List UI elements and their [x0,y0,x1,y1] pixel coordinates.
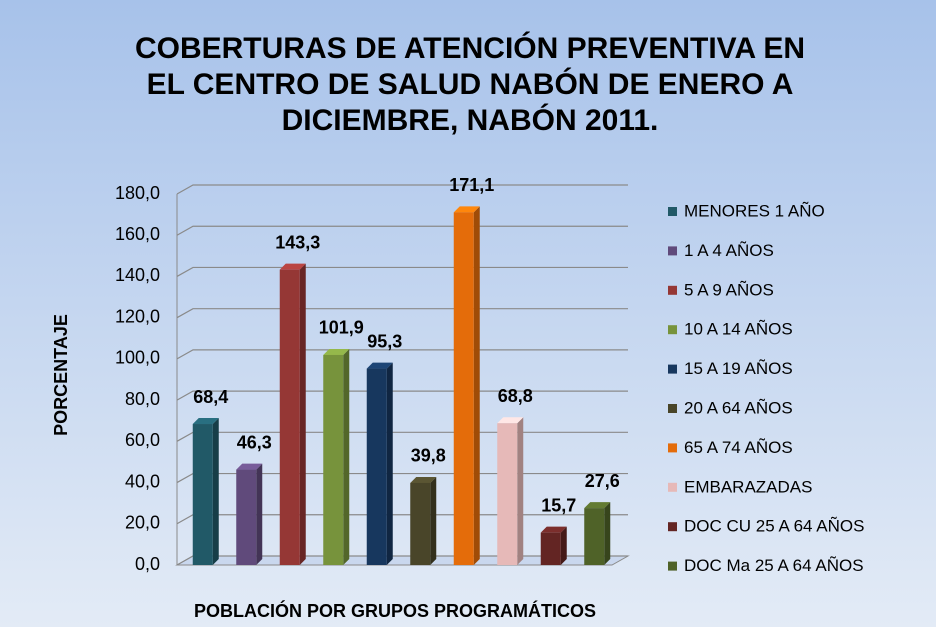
legend-swatch [668,285,677,295]
bar-top [453,206,480,213]
bar [540,532,561,565]
bar-top [584,502,611,509]
bar-top [236,463,263,470]
legend-swatch [668,561,677,571]
data-label: 68,4 [193,387,228,407]
legend-label: 15 A 19 AÑOS [684,359,793,378]
bar [236,469,257,565]
legend-swatch [668,443,677,453]
y-tick-label: 80,0 [125,389,160,409]
y-tick-label: 100,0 [115,348,160,368]
chart-title: EL CENTRO DE SALUD NABÓN DE ENERO A [147,67,794,101]
legend-label: 20 A 64 AÑOS [684,398,793,417]
data-label: 27,6 [585,471,620,491]
legend-label: 1 A 4 AÑOS [684,241,774,260]
x-axis-label: POBLACIÓN POR GRUPOS PROGRAMÁTICOS [194,600,596,621]
legend-swatch [668,404,677,413]
grid-line [176,308,628,319]
grid-line [176,184,628,195]
bar-side [343,348,350,565]
legend-label: 5 A 9 AÑOS [684,280,774,299]
legend-swatch [668,522,677,532]
chart-title: DICIEMBRE, NABÓN 2011. [282,103,659,137]
y-axis-label: PORCENTAJE [51,314,71,436]
y-tick-label: 60,0 [125,430,160,450]
bar-top [410,476,437,483]
bar-side [473,206,480,566]
bar-side [212,418,219,565]
y-tick-label: 20,0 [125,513,160,533]
chart-title: COBERTURAS DE ATENCIÓN PREVENTIVA EN [135,31,805,65]
bar [453,212,474,566]
data-label: 95,3 [367,331,402,351]
grid-line [176,225,628,236]
legend-label: MENORES 1 AÑO [684,201,825,220]
bar-top [279,263,306,270]
grid-line [176,390,628,401]
bar-side [517,417,524,565]
bar-side [386,362,393,565]
y-tick-label: 140,0 [115,265,160,285]
bar [497,423,518,565]
grid-line [176,349,628,360]
bar [584,508,605,565]
legend-swatch [668,207,677,216]
bar [410,482,431,565]
y-tick-label: 120,0 [115,306,160,326]
bar-side [256,463,263,565]
bar-side [299,263,306,565]
data-label: 15,7 [541,495,576,515]
legend-swatch [668,246,677,256]
legend-label: DOC Ma 25 A 64 AÑOS [684,556,864,575]
bar-top [366,362,393,369]
bar-top [192,418,219,425]
bar-side [604,502,611,565]
legend-label: 65 A 74 AÑOS [684,438,793,457]
data-label: 143,3 [275,232,320,252]
data-label: 101,9 [319,318,364,338]
data-label: 68,8 [498,386,533,406]
data-label: 39,8 [411,446,446,466]
bar [279,269,300,565]
y-tick-label: 180,0 [115,183,160,203]
legend-swatch [668,364,677,374]
y-tick-label: 40,0 [125,471,160,491]
y-tick-label: 160,0 [115,224,160,244]
bar [366,368,387,565]
y-tick-label: 0,0 [135,554,160,574]
data-label: 171,1 [449,175,494,195]
bar-top [540,526,567,533]
bar-top [497,417,524,424]
legend-swatch [668,325,677,335]
bar [192,424,213,565]
legend-label: EMBARAZADAS [684,477,812,496]
bar [323,354,344,565]
data-label: 46,3 [237,432,272,452]
bar-top [323,348,350,355]
grid-line [176,266,628,277]
bar-side [430,476,437,565]
legend-swatch [668,482,677,492]
legend-label: DOC CU 25 A 64 AÑOS [684,517,864,536]
bar-side [560,526,567,565]
legend-label: 10 A 14 AÑOS [684,320,793,339]
